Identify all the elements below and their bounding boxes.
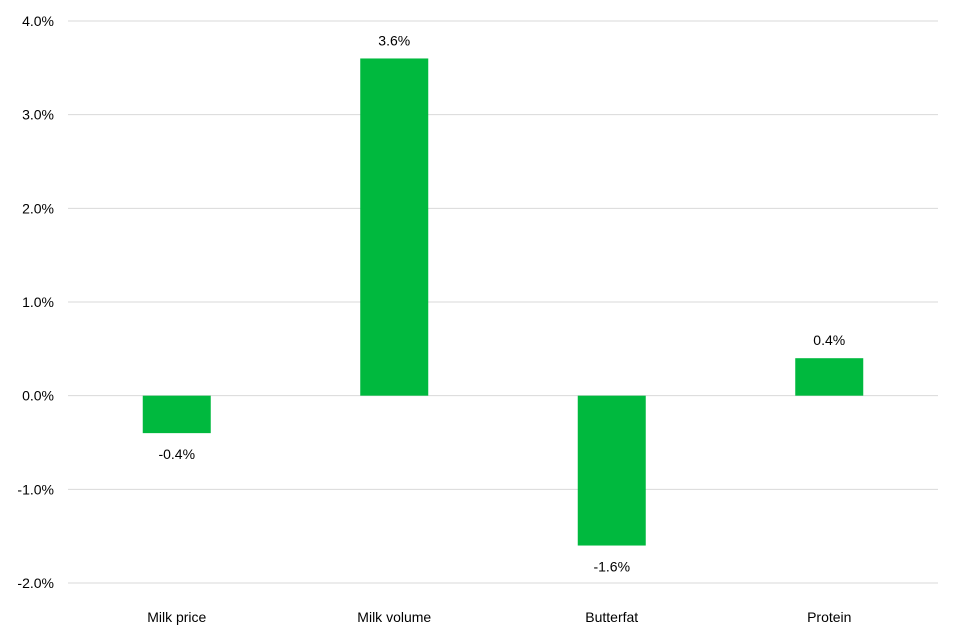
y-axis-tick-labels: 4.0% 3.0% 2.0% 1.0% 0.0% -1.0% -2.0%: [17, 13, 54, 591]
y-tick-label: -2.0%: [17, 575, 54, 591]
bars: [142, 58, 864, 546]
x-tick-label: Milk price: [147, 609, 206, 625]
bar-butterfat: [577, 395, 646, 546]
bar-milk-price: [142, 395, 211, 434]
y-tick-label: 2.0%: [22, 200, 54, 216]
y-tick-label: 4.0%: [22, 13, 54, 29]
data-labels: -0.4% 3.6% -1.6% 0.4%: [158, 32, 845, 574]
y-tick-label: -1.0%: [17, 481, 54, 497]
data-label: 3.6%: [378, 32, 410, 48]
bar-milk-volume: [360, 58, 429, 396]
x-tick-label: Protein: [807, 609, 851, 625]
y-tick-label: 0.0%: [22, 388, 54, 404]
x-tick-label: Butterfat: [585, 609, 638, 625]
y-tick-label: 3.0%: [22, 107, 54, 123]
bar-protein: [795, 358, 864, 396]
y-tick-label: 1.0%: [22, 294, 54, 310]
gridlines: [68, 20, 938, 584]
data-label: -1.6%: [593, 559, 630, 575]
x-axis-tick-labels: Milk price Milk volume Butterfat Protein: [147, 609, 851, 625]
data-label: 0.4%: [813, 332, 845, 348]
data-label: -0.4%: [158, 446, 195, 462]
x-tick-label: Milk volume: [357, 609, 431, 625]
